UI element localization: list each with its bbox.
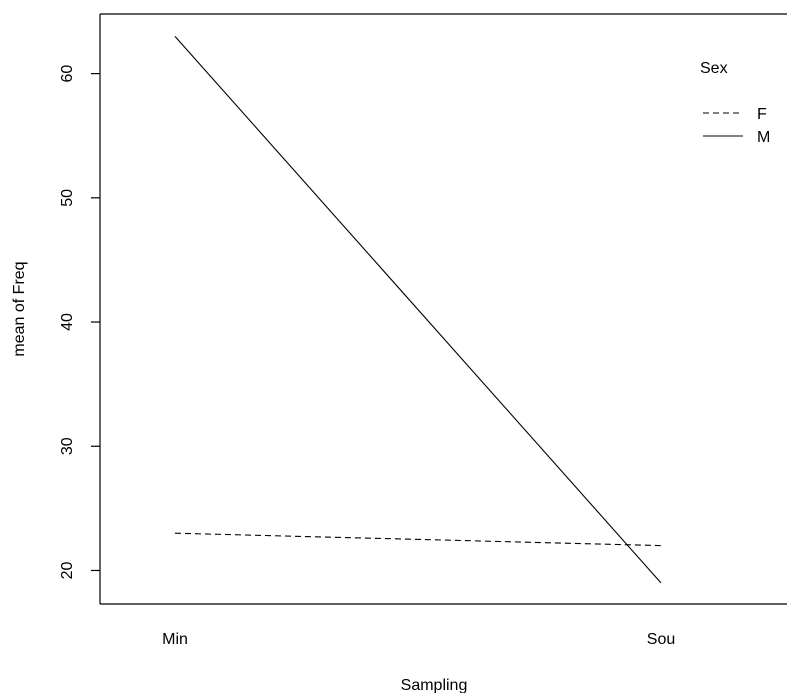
- series-layer: [174, 35, 662, 584]
- legend-title: Sex: [700, 60, 728, 77]
- y-tick-label: 30: [59, 437, 76, 455]
- legend: Sex FM: [700, 60, 770, 146]
- x-tick-label: Sou: [647, 631, 675, 648]
- series-line-m: [174, 35, 662, 584]
- x-axis-label: Sampling: [401, 677, 468, 693]
- y-tick-label: 60: [59, 65, 76, 83]
- legend-label-m: M: [757, 129, 770, 146]
- x-axis: Min Sou: [162, 631, 675, 648]
- plot-frame: [99, 13, 787, 605]
- y-tick-label: 50: [59, 189, 76, 207]
- y-axis: 20 30 40 50 60: [59, 65, 100, 579]
- y-axis-label: mean of Freq: [11, 261, 28, 356]
- x-tick-label: Min: [162, 631, 188, 648]
- legend-label-f: F: [757, 106, 767, 123]
- series-line-f: [174, 532, 662, 547]
- y-tick-label: 40: [59, 313, 76, 331]
- y-tick-label: 20: [59, 561, 76, 579]
